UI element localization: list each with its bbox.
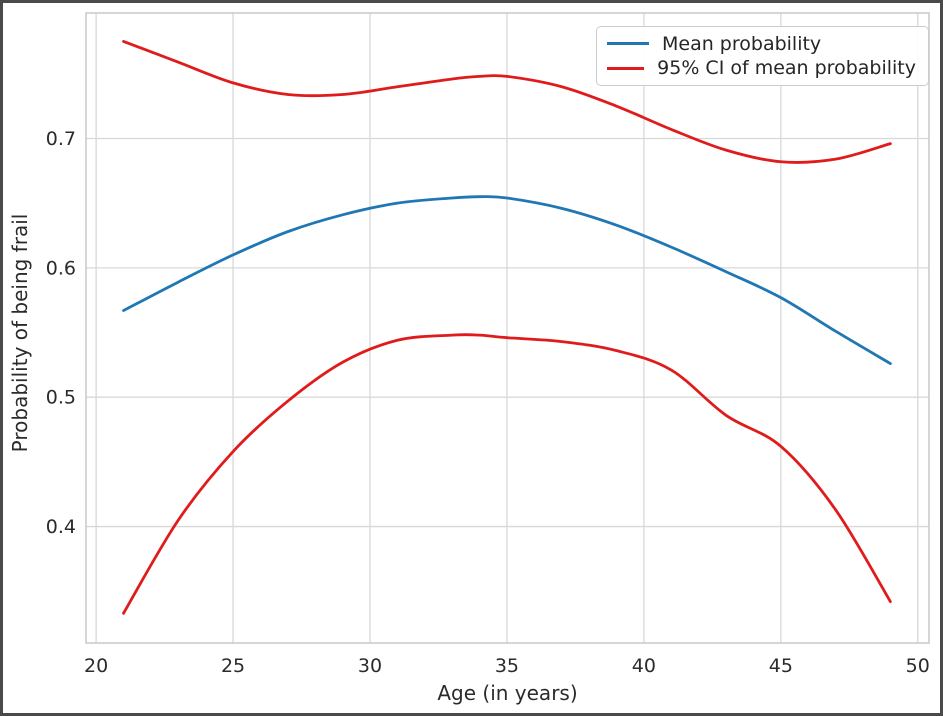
x-tick-labels: 20 25 30 35 40 45 50 [84, 655, 930, 677]
ci-upper-line [122, 40, 892, 164]
x-tick-label: 25 [221, 655, 245, 677]
x-tick-label: 50 [906, 655, 930, 677]
y-axis-label: Probability of being frail [8, 214, 32, 453]
y-tick-label: 0.4 [46, 516, 76, 538]
x-tick-label: 30 [358, 655, 382, 677]
legend-item-mean: Mean probability [607, 33, 916, 55]
legend-item-ci: 95% CI of mean probability [607, 57, 916, 79]
legend-label-mean: Mean probability [662, 32, 822, 55]
y-tick-label: 0.7 [46, 128, 76, 150]
legend: Mean probability 95% CI of mean probabil… [596, 26, 929, 86]
x-tick-label: 35 [495, 655, 519, 677]
x-tick-label: 45 [769, 655, 793, 677]
data-series [122, 40, 892, 615]
line-chart: 20 25 30 35 40 45 50 0.4 0.5 0.6 0.7 Age (in year… [8, 12, 930, 705]
y-tick-label: 0.6 [46, 257, 76, 279]
ci-lower-line [122, 333, 892, 615]
mean-line-swatch [607, 42, 649, 46]
x-tick-label: 20 [84, 655, 108, 677]
legend-label-ci: 95% CI of mean probability [657, 57, 916, 80]
gridlines [86, 13, 929, 643]
ci-line-swatch [607, 66, 645, 70]
x-axis-label: Age (in years) [437, 681, 577, 705]
y-tick-labels: 0.4 0.5 0.6 0.7 [46, 128, 76, 538]
x-tick-label: 40 [632, 655, 656, 677]
plot-area-border [85, 12, 930, 644]
y-tick-label: 0.5 [46, 387, 76, 409]
mean-probability-line [122, 195, 892, 365]
